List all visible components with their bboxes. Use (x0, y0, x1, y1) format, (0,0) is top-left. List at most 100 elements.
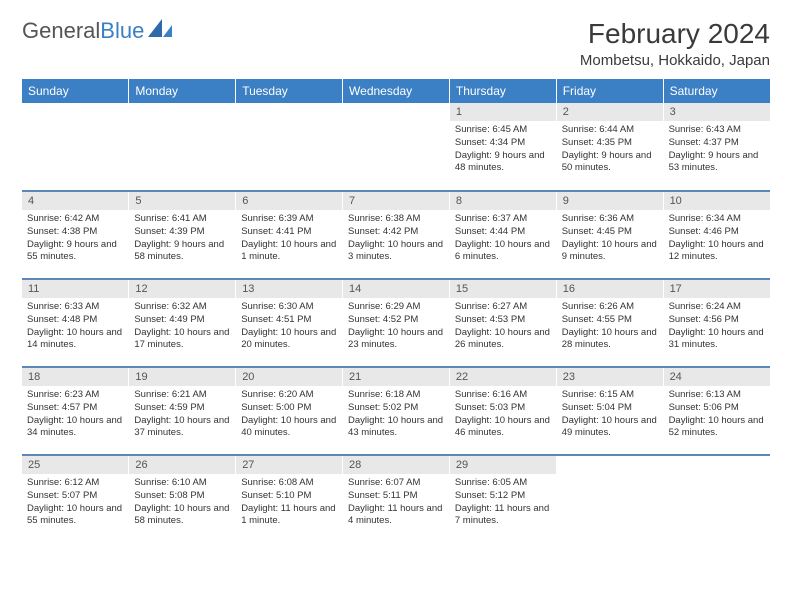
daylight-text: Daylight: 10 hours and 20 minutes. (241, 327, 337, 353)
calendar-day-cell: 2Sunrise: 6:44 AMSunset: 4:35 PMDaylight… (556, 103, 663, 191)
calendar-week-row: 4Sunrise: 6:42 AMSunset: 4:38 PMDaylight… (22, 191, 770, 279)
day-details: Sunrise: 6:13 AMSunset: 5:06 PMDaylight:… (664, 386, 770, 444)
day-details: Sunrise: 6:24 AMSunset: 4:56 PMDaylight:… (664, 298, 770, 356)
calendar-day-cell (129, 103, 236, 191)
calendar-day-cell: 14Sunrise: 6:29 AMSunset: 4:52 PMDayligh… (343, 279, 450, 367)
sunset-text: Sunset: 4:44 PM (455, 226, 551, 239)
day-number: 22 (450, 368, 556, 386)
daylight-text: Daylight: 10 hours and 40 minutes. (241, 415, 337, 441)
brand-text: GeneralBlue (22, 18, 144, 44)
day-details: Sunrise: 6:15 AMSunset: 5:04 PMDaylight:… (557, 386, 663, 444)
day-number: 16 (557, 280, 663, 298)
calendar-day-cell: 22Sunrise: 6:16 AMSunset: 5:03 PMDayligh… (449, 367, 556, 455)
day-details: Sunrise: 6:10 AMSunset: 5:08 PMDaylight:… (129, 474, 235, 532)
sunset-text: Sunset: 5:10 PM (241, 490, 337, 503)
day-details: Sunrise: 6:32 AMSunset: 4:49 PMDaylight:… (129, 298, 235, 356)
day-number: 28 (343, 456, 449, 474)
sunrise-text: Sunrise: 6:44 AM (562, 124, 658, 137)
day-number: 23 (557, 368, 663, 386)
calendar-body: 1Sunrise: 6:45 AMSunset: 4:34 PMDaylight… (22, 103, 770, 543)
calendar-day-cell (663, 455, 770, 543)
sunset-text: Sunset: 4:59 PM (134, 402, 230, 415)
sunrise-text: Sunrise: 6:16 AM (455, 389, 551, 402)
daylight-text: Daylight: 10 hours and 9 minutes. (562, 239, 658, 265)
daylight-text: Daylight: 10 hours and 17 minutes. (134, 327, 230, 353)
sunrise-text: Sunrise: 6:37 AM (455, 213, 551, 226)
day-number: 25 (22, 456, 128, 474)
weekday-heading: Saturday (663, 79, 770, 103)
calendar-header-row: Sunday Monday Tuesday Wednesday Thursday… (22, 79, 770, 103)
daylight-text: Daylight: 9 hours and 48 minutes. (455, 150, 551, 176)
day-number: 2 (557, 103, 663, 121)
day-number: 3 (664, 103, 770, 121)
sunset-text: Sunset: 4:51 PM (241, 314, 337, 327)
calendar-day-cell: 13Sunrise: 6:30 AMSunset: 4:51 PMDayligh… (236, 279, 343, 367)
calendar-day-cell: 8Sunrise: 6:37 AMSunset: 4:44 PMDaylight… (449, 191, 556, 279)
day-details: Sunrise: 6:33 AMSunset: 4:48 PMDaylight:… (22, 298, 128, 356)
calendar-week-row: 18Sunrise: 6:23 AMSunset: 4:57 PMDayligh… (22, 367, 770, 455)
header: GeneralBlue February 2024 Mombetsu, Hokk… (22, 18, 770, 69)
daylight-text: Daylight: 10 hours and 3 minutes. (348, 239, 444, 265)
sunset-text: Sunset: 4:53 PM (455, 314, 551, 327)
calendar-day-cell: 6Sunrise: 6:39 AMSunset: 4:41 PMDaylight… (236, 191, 343, 279)
sunrise-text: Sunrise: 6:27 AM (455, 301, 551, 314)
day-number: 7 (343, 192, 449, 210)
sunset-text: Sunset: 4:55 PM (562, 314, 658, 327)
sunset-text: Sunset: 5:04 PM (562, 402, 658, 415)
sunset-text: Sunset: 4:56 PM (669, 314, 765, 327)
day-number: 14 (343, 280, 449, 298)
brand-logo: GeneralBlue (22, 18, 174, 44)
sunrise-text: Sunrise: 6:18 AM (348, 389, 444, 402)
day-number: 20 (236, 368, 342, 386)
day-number: 8 (450, 192, 556, 210)
day-details: Sunrise: 6:36 AMSunset: 4:45 PMDaylight:… (557, 210, 663, 268)
day-number: 11 (22, 280, 128, 298)
sunset-text: Sunset: 4:41 PM (241, 226, 337, 239)
daylight-text: Daylight: 10 hours and 52 minutes. (669, 415, 765, 441)
calendar-day-cell: 29Sunrise: 6:05 AMSunset: 5:12 PMDayligh… (449, 455, 556, 543)
calendar-day-cell: 5Sunrise: 6:41 AMSunset: 4:39 PMDaylight… (129, 191, 236, 279)
day-details: Sunrise: 6:37 AMSunset: 4:44 PMDaylight:… (450, 210, 556, 268)
sunrise-text: Sunrise: 6:43 AM (669, 124, 765, 137)
calendar-day-cell: 11Sunrise: 6:33 AMSunset: 4:48 PMDayligh… (22, 279, 129, 367)
calendar-day-cell: 15Sunrise: 6:27 AMSunset: 4:53 PMDayligh… (449, 279, 556, 367)
daylight-text: Daylight: 10 hours and 37 minutes. (134, 415, 230, 441)
sunset-text: Sunset: 5:02 PM (348, 402, 444, 415)
daylight-text: Daylight: 10 hours and 34 minutes. (27, 415, 123, 441)
day-number: 29 (450, 456, 556, 474)
weekday-heading: Friday (556, 79, 663, 103)
daylight-text: Daylight: 10 hours and 6 minutes. (455, 239, 551, 265)
day-number: 13 (236, 280, 342, 298)
calendar-day-cell: 26Sunrise: 6:10 AMSunset: 5:08 PMDayligh… (129, 455, 236, 543)
calendar-day-cell: 16Sunrise: 6:26 AMSunset: 4:55 PMDayligh… (556, 279, 663, 367)
sunset-text: Sunset: 4:57 PM (27, 402, 123, 415)
calendar-day-cell: 17Sunrise: 6:24 AMSunset: 4:56 PMDayligh… (663, 279, 770, 367)
calendar-day-cell (236, 103, 343, 191)
sunrise-text: Sunrise: 6:36 AM (562, 213, 658, 226)
sunrise-text: Sunrise: 6:33 AM (27, 301, 123, 314)
daylight-text: Daylight: 11 hours and 4 minutes. (348, 503, 444, 529)
calendar-day-cell: 19Sunrise: 6:21 AMSunset: 4:59 PMDayligh… (129, 367, 236, 455)
calendar-day-cell: 9Sunrise: 6:36 AMSunset: 4:45 PMDaylight… (556, 191, 663, 279)
daylight-text: Daylight: 9 hours and 50 minutes. (562, 150, 658, 176)
daylight-text: Daylight: 10 hours and 23 minutes. (348, 327, 444, 353)
day-details: Sunrise: 6:29 AMSunset: 4:52 PMDaylight:… (343, 298, 449, 356)
day-number: 19 (129, 368, 235, 386)
calendar-day-cell: 20Sunrise: 6:20 AMSunset: 5:00 PMDayligh… (236, 367, 343, 455)
calendar-week-row: 11Sunrise: 6:33 AMSunset: 4:48 PMDayligh… (22, 279, 770, 367)
day-number: 1 (450, 103, 556, 121)
daylight-text: Daylight: 10 hours and 12 minutes. (669, 239, 765, 265)
day-number: 17 (664, 280, 770, 298)
day-number: 9 (557, 192, 663, 210)
sunset-text: Sunset: 4:48 PM (27, 314, 123, 327)
sunrise-text: Sunrise: 6:32 AM (134, 301, 230, 314)
sunset-text: Sunset: 4:39 PM (134, 226, 230, 239)
sunset-text: Sunset: 4:42 PM (348, 226, 444, 239)
day-details: Sunrise: 6:27 AMSunset: 4:53 PMDaylight:… (450, 298, 556, 356)
daylight-text: Daylight: 10 hours and 1 minute. (241, 239, 337, 265)
day-details: Sunrise: 6:45 AMSunset: 4:34 PMDaylight:… (450, 121, 556, 179)
day-details: Sunrise: 6:05 AMSunset: 5:12 PMDaylight:… (450, 474, 556, 532)
location-text: Mombetsu, Hokkaido, Japan (580, 52, 770, 69)
brand-part1: General (22, 18, 100, 43)
day-details: Sunrise: 6:34 AMSunset: 4:46 PMDaylight:… (664, 210, 770, 268)
